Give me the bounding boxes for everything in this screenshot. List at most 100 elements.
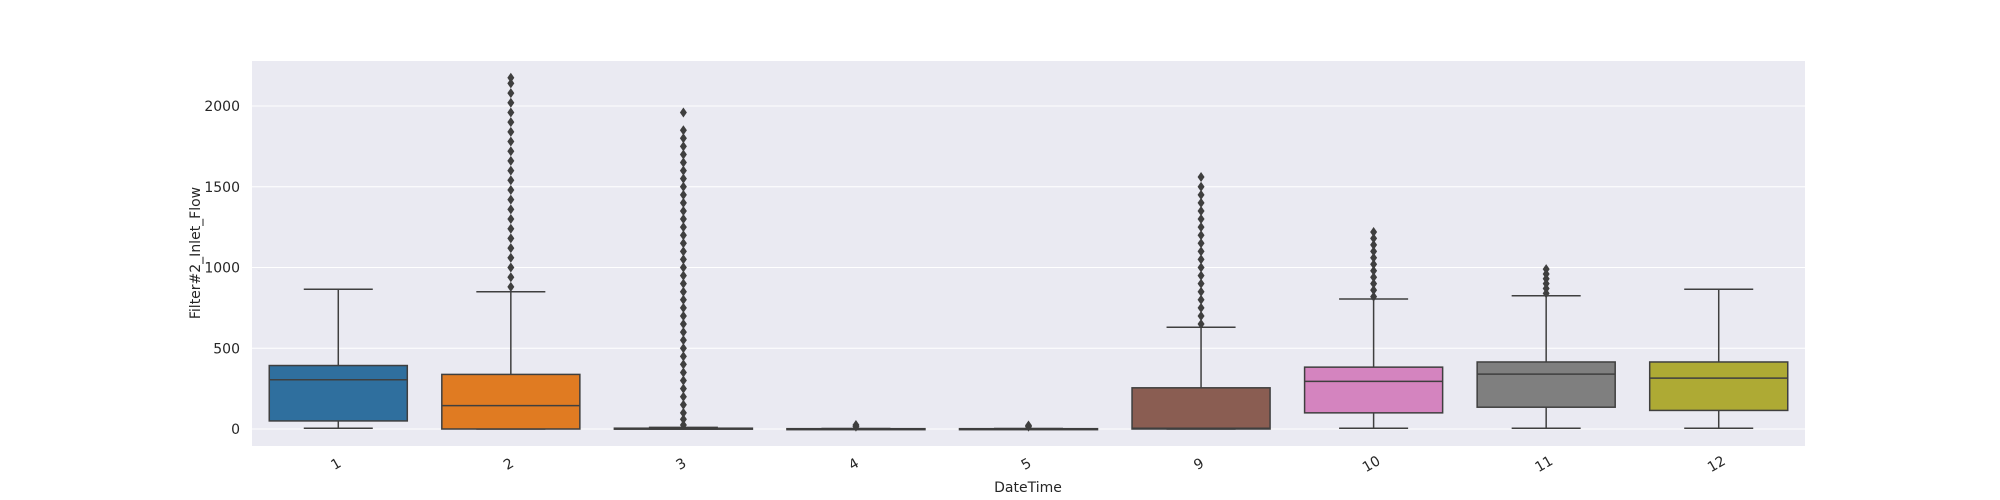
outlier-point <box>679 286 687 297</box>
outlier-point <box>679 359 687 370</box>
box-11 <box>1476 264 1616 429</box>
outlier-point <box>507 262 515 273</box>
outlier-point <box>1370 285 1378 296</box>
outlier-point <box>679 270 687 281</box>
y-tick-label: 500 <box>213 341 240 357</box>
outlier-point <box>1370 226 1378 237</box>
outlier-point <box>507 243 515 254</box>
outlier-point <box>1370 252 1378 263</box>
outlier-point <box>1197 172 1205 183</box>
box-body <box>1648 361 1789 412</box>
outlier-point <box>1197 214 1205 225</box>
outlier-point <box>679 197 687 208</box>
outlier-point <box>679 294 687 305</box>
outlier-point <box>1370 265 1378 276</box>
x-tick-label: 12 <box>1705 453 1728 476</box>
outlier-point <box>1197 254 1205 265</box>
outlier-point <box>1197 205 1205 216</box>
outlier-point <box>679 327 687 338</box>
outlier-point <box>679 335 687 346</box>
outlier-point <box>679 419 687 430</box>
box-10 <box>1303 226 1444 429</box>
outlier-point <box>679 407 687 418</box>
y-tick-label: 1500 <box>204 180 240 196</box>
box-body <box>1303 366 1444 414</box>
outlier-point <box>1542 264 1550 275</box>
box-body <box>1476 361 1616 408</box>
outlier-point <box>1197 238 1205 249</box>
outlier-point <box>1370 272 1378 283</box>
x-tick-label: 3 <box>674 455 690 473</box>
x-tick-label: 10 <box>1360 453 1383 476</box>
outlier-point <box>679 383 687 394</box>
outlier-point <box>679 189 687 200</box>
box-4 <box>786 419 926 432</box>
outlier-point <box>1197 181 1205 192</box>
outlier-point <box>679 399 687 410</box>
x-axis-ticks: 1 2 3 4 5 9 10 11 12 <box>328 453 1728 476</box>
outlier-point <box>507 281 515 292</box>
x-tick-label: 11 <box>1532 453 1555 476</box>
outlier-point <box>679 343 687 354</box>
box-1 <box>268 288 409 429</box>
outlier-point <box>507 223 515 234</box>
outlier-point <box>679 262 687 273</box>
y-tick-label: 2000 <box>204 99 240 115</box>
outlier-point <box>507 252 515 263</box>
outlier-point <box>507 126 515 137</box>
outlier-point <box>507 214 515 225</box>
outlier-point <box>1370 259 1378 270</box>
outlier-point <box>507 107 515 118</box>
outlier-point <box>507 146 515 157</box>
y-axis-ticks: 0 500 1000 1500 2000 <box>204 99 240 438</box>
outlier-point <box>679 181 687 192</box>
outlier-point <box>679 302 687 313</box>
y-tick-label: 1000 <box>204 261 240 277</box>
outlier-point <box>1197 230 1205 241</box>
outlier-point <box>679 367 687 378</box>
box-body <box>441 373 581 430</box>
outlier-point <box>507 88 515 99</box>
outlier-point <box>507 117 515 128</box>
outlier-point <box>1370 233 1378 244</box>
outlier-point <box>507 194 515 205</box>
box-body <box>268 364 409 422</box>
outlier-point <box>679 133 687 144</box>
outlier-point <box>1197 319 1205 330</box>
outlier-point <box>679 107 687 118</box>
box-body <box>1131 387 1271 430</box>
outlier-point <box>1197 310 1205 321</box>
y-tick-label: 0 <box>231 422 240 438</box>
outlier-point <box>1197 246 1205 257</box>
outlier-point <box>1197 294 1205 305</box>
outlier-point <box>1370 246 1378 257</box>
outlier-point <box>1197 302 1205 313</box>
x-tick-label: 4 <box>846 455 862 473</box>
outlier-point <box>1197 270 1205 281</box>
outlier-point <box>507 78 515 89</box>
outlier-point <box>679 319 687 330</box>
outlier-point <box>679 238 687 249</box>
outlier-point <box>679 375 687 386</box>
x-tick-label: 1 <box>328 455 344 473</box>
outlier-point <box>679 254 687 265</box>
outlier-point <box>679 125 687 136</box>
outlier-point <box>679 149 687 160</box>
outlier-point <box>679 391 687 402</box>
outlier-point <box>1197 222 1205 233</box>
outlier-point <box>679 157 687 168</box>
y-axis-label: Filter#2_Inlet_Flow <box>188 187 204 319</box>
outlier-point <box>1197 286 1205 297</box>
outlier-point <box>1370 278 1378 289</box>
outlier-point <box>1370 291 1378 302</box>
box-9 <box>1131 172 1271 430</box>
outlier-point <box>507 233 515 244</box>
outlier-point <box>679 351 687 362</box>
outlier-point <box>507 155 515 166</box>
outlier-point <box>1370 239 1378 250</box>
outlier-point <box>507 97 515 108</box>
outlier-point <box>507 165 515 176</box>
outlier-point <box>679 246 687 257</box>
outlier-point <box>507 272 515 283</box>
